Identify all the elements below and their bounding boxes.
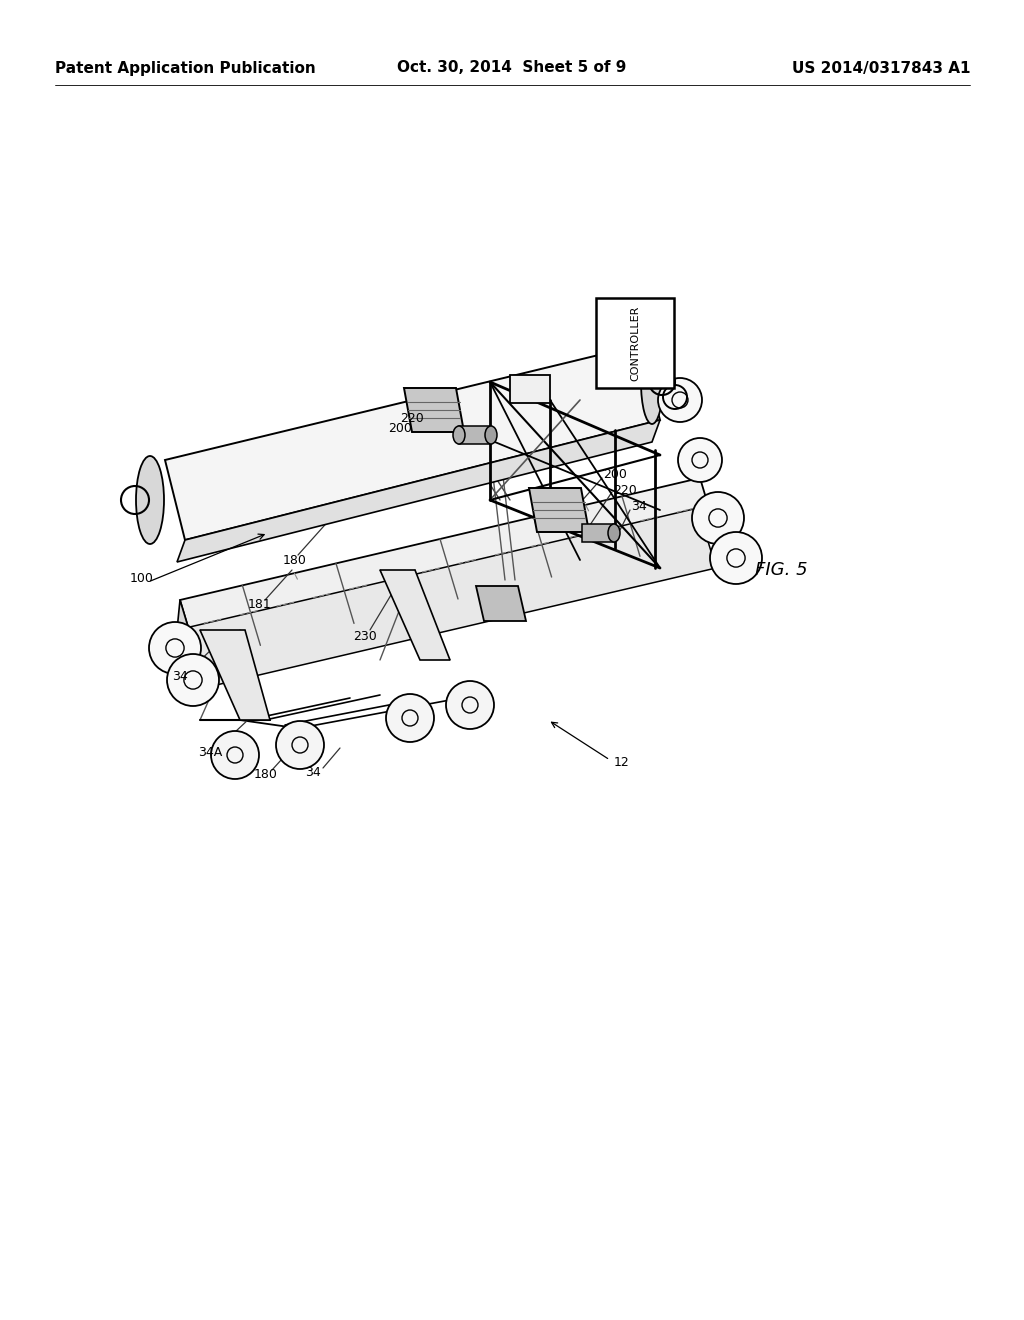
Text: Patent Application Publication: Patent Application Publication [55,61,315,75]
Polygon shape [404,388,464,432]
Polygon shape [177,420,660,562]
Circle shape [167,653,219,706]
Polygon shape [476,586,526,620]
Polygon shape [165,345,660,540]
Text: 200: 200 [603,469,627,482]
Polygon shape [459,426,490,444]
Text: 12: 12 [614,755,630,768]
Text: 34: 34 [305,767,321,780]
Ellipse shape [136,455,164,544]
Ellipse shape [608,524,620,543]
Circle shape [211,731,259,779]
Text: 180: 180 [283,553,307,566]
Circle shape [710,532,762,583]
Text: 220: 220 [400,412,424,425]
Text: FIG. 5: FIG. 5 [755,561,808,579]
Ellipse shape [485,426,497,444]
FancyBboxPatch shape [510,375,550,403]
Text: 200: 200 [388,421,412,434]
Text: 181: 181 [248,598,271,611]
Polygon shape [177,508,716,690]
Polygon shape [380,570,450,660]
Circle shape [658,378,702,422]
Circle shape [386,694,434,742]
Text: 100: 100 [130,572,154,585]
Polygon shape [582,524,614,543]
Circle shape [678,438,722,482]
Polygon shape [529,488,589,532]
Text: 230: 230 [353,630,377,643]
Circle shape [446,681,494,729]
Ellipse shape [453,426,465,444]
Text: 180: 180 [254,768,278,781]
Circle shape [276,721,324,770]
Text: 34: 34 [172,671,187,684]
Polygon shape [200,630,270,719]
FancyBboxPatch shape [596,298,674,388]
Text: CONTROLLER: CONTROLLER [630,305,640,380]
Polygon shape [180,478,718,660]
Text: 220: 220 [613,483,637,496]
Circle shape [150,622,201,675]
Text: 34: 34 [631,500,647,513]
Text: 34A: 34A [198,747,222,759]
Text: US 2014/0317843 A1: US 2014/0317843 A1 [792,61,970,75]
Circle shape [692,492,744,544]
Polygon shape [177,601,198,690]
Text: Oct. 30, 2014  Sheet 5 of 9: Oct. 30, 2014 Sheet 5 of 9 [397,61,627,75]
Ellipse shape [641,341,663,424]
